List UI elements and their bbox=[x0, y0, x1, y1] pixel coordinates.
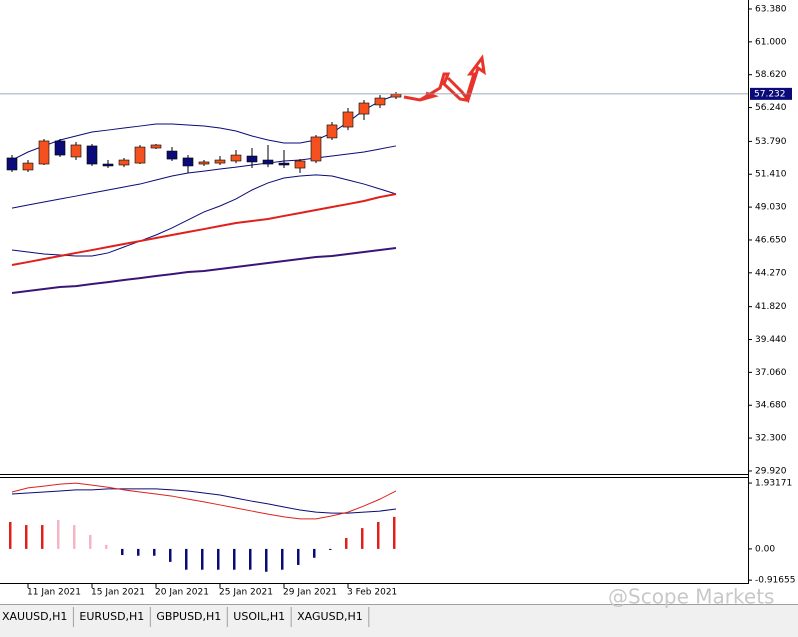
y-tick-label: 0.00 bbox=[755, 544, 775, 554]
current-price-box bbox=[750, 87, 792, 100]
histogram-bar bbox=[41, 525, 44, 549]
candle-body bbox=[70, 144, 82, 158]
histogram-bar bbox=[297, 548, 300, 565]
histogram-bar bbox=[105, 544, 108, 549]
indicator-line bbox=[11, 193, 397, 266]
y-tick-label: 51.410 bbox=[755, 170, 787, 180]
candle-body bbox=[342, 111, 354, 128]
x-tick-label: 25 Jan 2021 bbox=[219, 588, 273, 598]
candle-body bbox=[38, 140, 50, 165]
histogram-bar bbox=[137, 548, 140, 556]
candle-body bbox=[6, 157, 18, 171]
y-tick-label: 1.93171 bbox=[755, 479, 792, 489]
histogram-bar bbox=[329, 548, 332, 550]
candle-body bbox=[278, 162, 290, 166]
histogram-bar bbox=[361, 528, 364, 549]
histogram-bar bbox=[9, 521, 12, 549]
histogram-bar bbox=[25, 525, 28, 549]
histogram-bar bbox=[281, 548, 284, 570]
tab-bar bbox=[0, 604, 798, 637]
y-tick-label: 41.820 bbox=[755, 302, 787, 312]
histogram-bar bbox=[169, 548, 172, 562]
candle-body bbox=[102, 163, 114, 167]
candle-body bbox=[118, 159, 130, 166]
y-tick-label: 61.000 bbox=[755, 37, 787, 47]
candle-body bbox=[214, 159, 226, 164]
candle-body bbox=[310, 136, 322, 162]
annotation-arrows bbox=[403, 54, 486, 104]
histogram-bar bbox=[313, 548, 316, 558]
tab[interactable]: GBPUSD,H1 bbox=[156, 610, 221, 623]
x-tick-label: 15 Jan 2021 bbox=[91, 588, 145, 598]
tab[interactable]: USOIL,H1 bbox=[233, 610, 285, 623]
candle-body bbox=[86, 145, 98, 165]
candle-body bbox=[198, 161, 210, 165]
histogram-bar bbox=[89, 534, 92, 549]
y-tick-label: 32.300 bbox=[755, 434, 787, 444]
histogram-bar bbox=[73, 525, 76, 549]
y-tick-label: 46.650 bbox=[755, 235, 787, 245]
candle-body bbox=[182, 157, 194, 167]
y-tick-label: 39.440 bbox=[755, 335, 787, 345]
y-tick-label: 44.270 bbox=[755, 268, 787, 278]
tab[interactable]: EURUSD,H1 bbox=[79, 610, 144, 623]
current-price-label: 57.232 bbox=[754, 89, 786, 99]
histogram-bar bbox=[233, 548, 236, 570]
candle-body bbox=[22, 162, 34, 171]
y-tick-label: 53.790 bbox=[755, 137, 787, 147]
histogram-bar bbox=[201, 548, 204, 570]
candle-body bbox=[374, 97, 386, 106]
x-tick-label: 3 Feb 2021 bbox=[347, 588, 397, 598]
y-tick-label: 63.380 bbox=[755, 4, 787, 14]
histogram-bar bbox=[185, 548, 188, 570]
indicator-line bbox=[11, 145, 397, 209]
histogram-bar bbox=[345, 538, 348, 549]
candle-body bbox=[326, 124, 338, 139]
indicator-line bbox=[11, 482, 397, 520]
histogram-bar bbox=[377, 521, 380, 549]
candle-body bbox=[390, 93, 402, 98]
y-tick-label: -0.91655 bbox=[755, 576, 795, 586]
y-tick-label: 37.060 bbox=[755, 368, 787, 378]
indicator-line bbox=[11, 174, 397, 257]
histogram-bar bbox=[57, 519, 60, 549]
x-tick-label: 11 Jan 2021 bbox=[27, 588, 81, 598]
tab[interactable]: XAUUSD,H1 bbox=[2, 610, 67, 623]
candle-body bbox=[246, 155, 258, 163]
candle-body bbox=[166, 150, 178, 160]
histogram-bar bbox=[249, 548, 252, 570]
histogram-bar bbox=[121, 548, 124, 556]
y-tick-label: 49.030 bbox=[755, 203, 787, 213]
candle-body bbox=[54, 140, 66, 156]
candle-body bbox=[294, 160, 306, 169]
indicator-line bbox=[11, 246, 397, 294]
y-tick-label: 58.620 bbox=[755, 70, 787, 80]
watermark: @Scope Markets bbox=[608, 585, 774, 609]
x-tick-label: 20 Jan 2021 bbox=[155, 588, 209, 598]
candle-body bbox=[262, 159, 274, 165]
y-tick-label: 34.680 bbox=[755, 401, 787, 411]
candle-body bbox=[230, 154, 242, 162]
candle-body bbox=[358, 102, 370, 115]
y-tick-label: 56.240 bbox=[755, 103, 787, 113]
tab[interactable]: XAGUSD,H1 bbox=[297, 610, 363, 623]
histogram-bar bbox=[217, 548, 220, 570]
histogram-bar bbox=[153, 548, 156, 556]
y-tick-label: 29.920 bbox=[755, 466, 787, 476]
candle-body bbox=[150, 144, 162, 149]
x-tick-label: 29 Jan 2021 bbox=[283, 588, 337, 598]
candle-body bbox=[134, 146, 146, 164]
indicator-line bbox=[11, 488, 397, 514]
histogram-bar bbox=[265, 548, 268, 572]
histogram-bar bbox=[393, 516, 396, 549]
